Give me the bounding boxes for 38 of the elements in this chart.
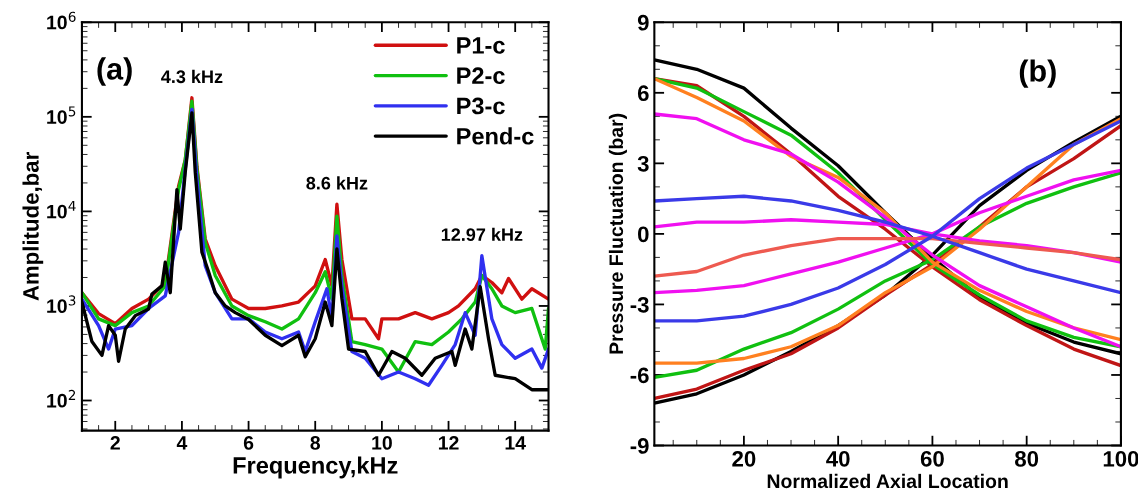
y-tick-label: 6 — [637, 85, 649, 102]
annotation: 4.3 kHz — [161, 69, 223, 84]
annotation: (a) — [97, 57, 132, 86]
x-tick-label: 10 — [372, 436, 392, 450]
x-tick-label: 2 — [110, 436, 120, 450]
line-series — [654, 236, 1121, 278]
y-tick-label: 10$^{3}$ — [47, 295, 76, 314]
y-tick-label: 0 — [638, 226, 649, 243]
y-tick-label: 10$^{2}$ — [47, 389, 76, 408]
y-tick-label: 10$^{6}$ — [47, 11, 76, 30]
y-axis-title: Pressure Fluctuation (bar) — [608, 113, 627, 354]
x-tick-label: 100 — [1103, 450, 1138, 467]
legend-label: Pend-c — [457, 127, 534, 145]
y-tick-label: 9 — [637, 14, 649, 31]
x-axis-title: Normalized Axial Location — [767, 473, 1008, 489]
x-tick-label: 14 — [505, 436, 526, 450]
x-tick-label: 80 — [1015, 450, 1039, 467]
x-tick-label: 20 — [732, 450, 756, 467]
x-tick-label: 6 — [243, 436, 254, 450]
y-tick-label: 10$^{4}$ — [47, 200, 76, 219]
annotation: 8.6 kHz — [306, 176, 368, 190]
x-axis-title: Frequency,kHz — [233, 456, 398, 479]
y-tick-label: -9 — [630, 438, 649, 454]
legend-label: P2-c — [457, 67, 505, 85]
x-tick-label: 4 — [176, 436, 188, 450]
x-tick-label: 8 — [310, 436, 321, 450]
y-tick-label: 3 — [637, 155, 649, 172]
x-tick-label: 40 — [826, 450, 850, 467]
annotation: 12.97 kHz — [441, 227, 523, 242]
annotation: (b) — [1019, 59, 1056, 88]
y-axis-title: Amplitude,bar — [22, 152, 44, 301]
x-tick-label: 12 — [438, 436, 459, 450]
legend-label: P3-c — [457, 97, 505, 115]
x-tick-label: 60 — [920, 450, 944, 467]
y-tick-label: -3 — [630, 296, 649, 313]
y-tick-label: 10$^{5}$ — [47, 106, 76, 124]
legend-label: P1-c — [457, 37, 505, 54]
y-tick-label: -6 — [630, 367, 649, 384]
